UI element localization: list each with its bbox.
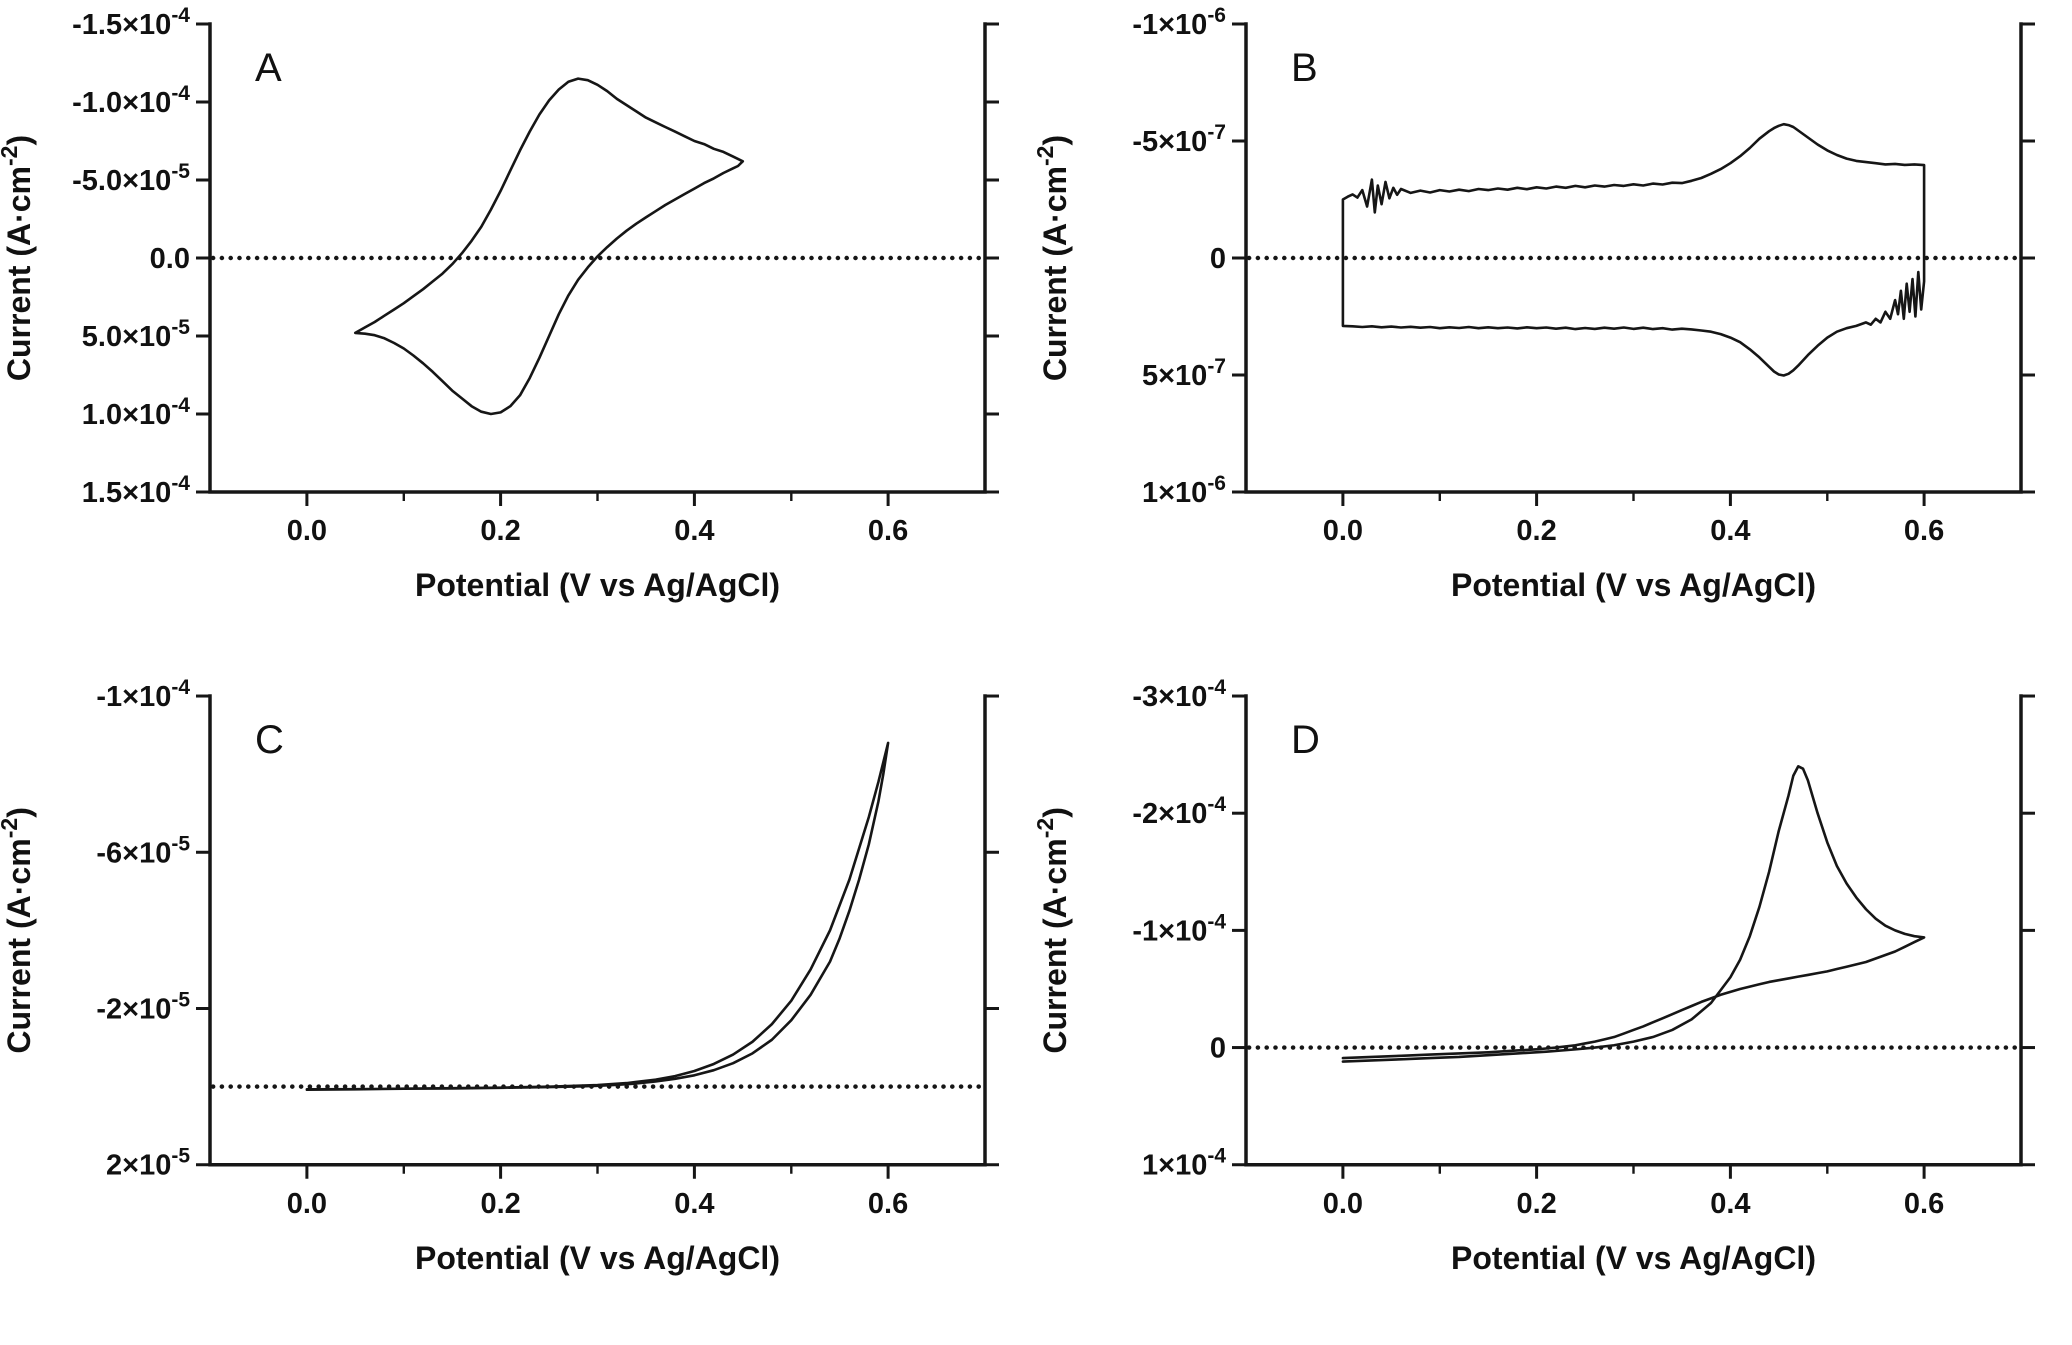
y-tick-label: -1×10-4 bbox=[96, 676, 190, 713]
x-axis-title: Potential (V vs Ag/AgCl) bbox=[1451, 567, 1816, 603]
x-tick-label: 0.6 bbox=[868, 515, 908, 547]
y-axis-title: Current (A·cm-2) bbox=[0, 807, 37, 1054]
y-tick-label: -1×10-6 bbox=[1132, 4, 1226, 41]
y-tick-label: 2×10-5 bbox=[106, 1145, 190, 1182]
y-tick-label: 0 bbox=[1210, 243, 1226, 275]
x-axis-title: Potential (V vs Ag/AgCl) bbox=[415, 1240, 780, 1276]
y-tick-label: 0.0 bbox=[150, 243, 190, 275]
x-tick-label: 0.0 bbox=[287, 1188, 327, 1220]
y-axis-title: Current (A·cm-2) bbox=[1036, 135, 1073, 381]
y-tick-label: 1.0×10-4 bbox=[82, 394, 191, 431]
x-tick-label: 0.2 bbox=[480, 515, 520, 547]
x-tick-label: 0.4 bbox=[1710, 515, 1750, 547]
plot-axes bbox=[1244, 694, 2023, 1167]
y-tick-label: 5×10-7 bbox=[1142, 355, 1226, 392]
y-tick-label: -1×10-4 bbox=[1132, 910, 1226, 947]
cv-panel-d: -3×10-4 -2×10-4 -1×10-4 0 1×10-4 0.0 0.2 0.4 0.6… bbox=[1036, 672, 2072, 1345]
y-tick-label: -3×10-4 bbox=[1132, 676, 1226, 713]
x-tick-label: 0.4 bbox=[674, 515, 714, 547]
y-tick-label: -6×10-5 bbox=[96, 832, 190, 869]
cv-panel-a: -1.5×10-4 -1.0×10-4 -5.0×10-5 0.0 5.0×10-5 1.… bbox=[0, 0, 1036, 672]
y-axis-title: Current (A·cm-2) bbox=[1036, 807, 1073, 1054]
y-tick-label: -1.0×10-4 bbox=[72, 82, 190, 119]
y-axis-title: Current (A·cm-2) bbox=[0, 135, 37, 381]
cv-curve-d bbox=[1341, 765, 1926, 1063]
x-tick-label: 0.2 bbox=[1516, 1188, 1556, 1220]
cv-panel-b: -1×10-6 -5×10-7 0 5×10-7 1×10-6 0.0 0.2 0.4 0.6 P… bbox=[1036, 0, 2072, 672]
x-tick-label: 0.6 bbox=[1904, 515, 1944, 547]
cv-plot-b: -1×10-6 -5×10-7 0 5×10-7 1×10-6 0.0 0.2 0.4 0.6 P… bbox=[1036, 4, 2035, 603]
y-tick-label: 1.5×10-4 bbox=[82, 472, 191, 509]
x-axis-title: Potential (V vs Ag/AgCl) bbox=[1451, 1240, 1816, 1276]
x-tick-label: 0.6 bbox=[868, 1188, 908, 1220]
x-tick-label: 0.2 bbox=[1516, 515, 1556, 547]
cv-curve-b bbox=[1341, 122, 1926, 377]
x-tick-label: 0.4 bbox=[1710, 1188, 1750, 1220]
x-tick-label: 0.0 bbox=[1323, 1188, 1363, 1220]
cv-curve-c bbox=[305, 741, 890, 1092]
y-tick-label: 1×10-6 bbox=[1142, 472, 1226, 509]
cv-plot-c: -1×10-4 -6×10-5 -2×10-5 2×10-5 0.0 0.2 0.4 0.6 P… bbox=[0, 676, 999, 1276]
x-tick-label: 0.0 bbox=[287, 515, 327, 547]
x-tick-label: 0.2 bbox=[480, 1188, 520, 1220]
y-tick-label: 0 bbox=[1210, 1033, 1226, 1065]
x-tick-label: 0.0 bbox=[1323, 515, 1363, 547]
cv-plot-a: -1.5×10-4 -1.0×10-4 -5.0×10-5 0.0 5.0×10-5 1.… bbox=[0, 4, 999, 603]
y-tick-label: -5×10-7 bbox=[1132, 121, 1226, 158]
x-tick-label: 0.4 bbox=[674, 1188, 714, 1220]
y-tick-label: -2×10-4 bbox=[1132, 793, 1226, 830]
cv-plot-d: -3×10-4 -2×10-4 -1×10-4 0 1×10-4 0.0 0.2 0.4 0.6… bbox=[1036, 676, 2035, 1276]
plot-axes bbox=[208, 694, 987, 1167]
cv-panel-c: -1×10-4 -6×10-5 -2×10-5 2×10-5 0.0 0.2 0.4 0.6 P… bbox=[0, 672, 1036, 1345]
y-tick-label: -2×10-5 bbox=[96, 988, 190, 1025]
panel-letter-c: C bbox=[255, 718, 284, 762]
panel-letter-a: A bbox=[255, 46, 282, 90]
x-axis-title: Potential (V vs Ag/AgCl) bbox=[415, 567, 780, 603]
cv-curve-a bbox=[354, 77, 745, 416]
y-tick-label: -1.5×10-4 bbox=[72, 4, 190, 41]
y-tick-label: -5.0×10-5 bbox=[72, 160, 190, 197]
y-tick-label: 5.0×10-5 bbox=[82, 316, 191, 353]
panel-letter-b: B bbox=[1291, 46, 1318, 90]
panel-letter-d: D bbox=[1291, 718, 1320, 762]
y-tick-label: 1×10-4 bbox=[1142, 1145, 1226, 1182]
x-tick-label: 0.6 bbox=[1904, 1188, 1944, 1220]
